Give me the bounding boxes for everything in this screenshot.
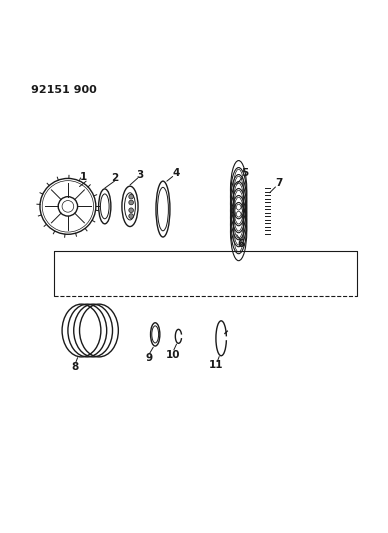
Text: 92151 900: 92151 900 [31,85,97,95]
Circle shape [129,214,133,219]
Circle shape [129,208,133,213]
Text: 2: 2 [111,173,118,183]
Text: 11: 11 [209,360,224,370]
Text: 8: 8 [71,361,78,372]
Text: 1: 1 [80,172,87,182]
Text: 7: 7 [275,178,283,188]
Circle shape [129,200,133,205]
Text: 3: 3 [136,171,143,180]
Text: 9: 9 [146,353,153,362]
Text: 4: 4 [173,168,180,179]
Text: 10: 10 [165,350,180,360]
Circle shape [129,195,133,199]
Text: 5: 5 [241,168,248,179]
Text: 6: 6 [238,239,245,249]
